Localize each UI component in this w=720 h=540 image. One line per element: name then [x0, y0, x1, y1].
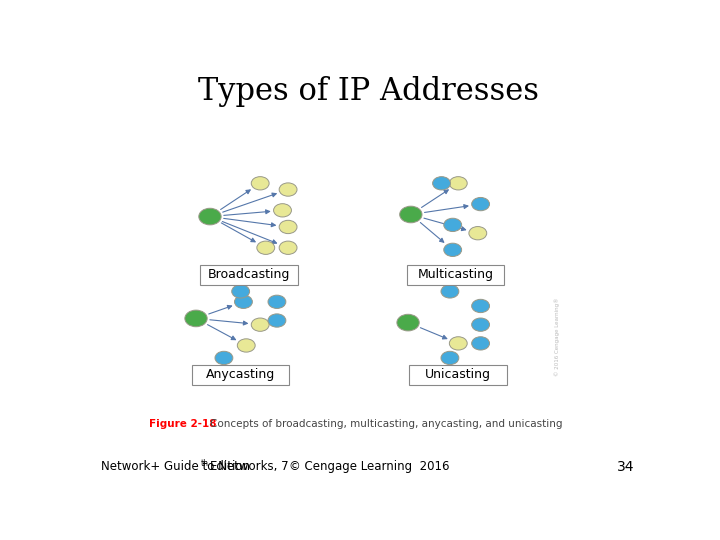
Circle shape [257, 241, 275, 254]
FancyBboxPatch shape [407, 265, 504, 285]
Text: Broadcasting: Broadcasting [208, 268, 290, 281]
Circle shape [469, 227, 487, 240]
Circle shape [472, 318, 490, 332]
Circle shape [444, 243, 462, 256]
Text: th: th [200, 458, 209, 468]
Circle shape [215, 352, 233, 365]
Circle shape [279, 220, 297, 234]
Circle shape [397, 314, 419, 331]
Circle shape [441, 352, 459, 365]
Text: Types of IP Addresses: Types of IP Addresses [199, 76, 539, 107]
FancyBboxPatch shape [192, 364, 289, 384]
Text: Figure 2-18: Figure 2-18 [148, 420, 216, 429]
Text: Edition: Edition [210, 461, 251, 474]
Circle shape [279, 241, 297, 254]
Circle shape [238, 339, 255, 352]
Circle shape [251, 318, 269, 332]
Circle shape [449, 177, 467, 190]
Circle shape [274, 204, 292, 217]
Circle shape [441, 285, 459, 298]
Text: Unicasting: Unicasting [426, 368, 491, 381]
Circle shape [433, 177, 451, 190]
Circle shape [449, 337, 467, 350]
Text: © 2016 Cengage Learning®: © 2016 Cengage Learning® [555, 298, 560, 376]
Text: 34: 34 [616, 460, 634, 474]
Circle shape [185, 310, 207, 327]
Circle shape [400, 206, 422, 223]
Circle shape [199, 208, 221, 225]
Circle shape [268, 295, 286, 308]
Circle shape [472, 299, 490, 313]
FancyBboxPatch shape [410, 364, 507, 384]
Text: Multicasting: Multicasting [418, 268, 493, 281]
FancyBboxPatch shape [200, 265, 298, 285]
Text: © Cengage Learning  2016: © Cengage Learning 2016 [289, 461, 449, 474]
Text: Concepts of broadcasting, multicasting, anycasting, and unicasting: Concepts of broadcasting, multicasting, … [210, 420, 562, 429]
Circle shape [268, 314, 286, 327]
Circle shape [232, 285, 250, 298]
Circle shape [235, 295, 253, 308]
Text: Network+ Guide to Networks, 7: Network+ Guide to Networks, 7 [101, 461, 289, 474]
Circle shape [279, 183, 297, 196]
Circle shape [472, 337, 490, 350]
Circle shape [472, 198, 490, 211]
Text: Anycasting: Anycasting [206, 368, 275, 381]
Circle shape [251, 177, 269, 190]
Circle shape [444, 218, 462, 232]
